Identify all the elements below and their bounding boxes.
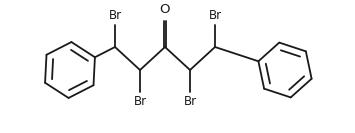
- Text: Br: Br: [208, 9, 222, 22]
- Text: O: O: [160, 3, 170, 16]
- Text: Br: Br: [133, 95, 147, 108]
- Text: Br: Br: [184, 95, 197, 108]
- Text: Br: Br: [108, 9, 121, 22]
